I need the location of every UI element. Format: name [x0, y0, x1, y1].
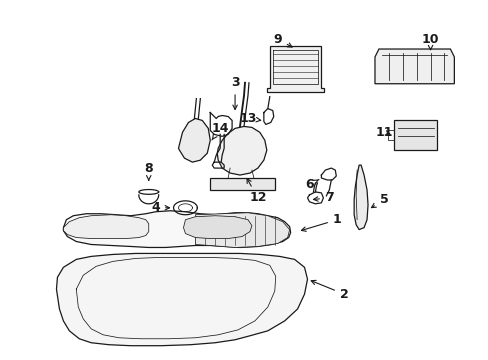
Text: 13: 13 [239, 112, 260, 125]
Text: 11: 11 [374, 126, 392, 139]
Polygon shape [183, 216, 251, 239]
Polygon shape [210, 178, 274, 190]
Text: 4: 4 [151, 201, 169, 214]
Text: 10: 10 [421, 33, 438, 50]
Polygon shape [266, 46, 324, 92]
Text: 7: 7 [313, 192, 333, 204]
Polygon shape [195, 213, 289, 247]
Polygon shape [353, 165, 367, 230]
Polygon shape [178, 118, 210, 162]
Polygon shape [63, 215, 148, 239]
Text: 1: 1 [301, 213, 341, 231]
Text: 8: 8 [144, 162, 153, 180]
Text: 3: 3 [230, 76, 239, 109]
Polygon shape [374, 49, 453, 84]
Text: 5: 5 [371, 193, 387, 208]
Text: 2: 2 [310, 280, 348, 301]
Text: 14: 14 [211, 122, 228, 140]
Text: 6: 6 [305, 179, 318, 192]
Text: 12: 12 [246, 179, 266, 204]
Polygon shape [217, 126, 266, 175]
Text: 9: 9 [273, 33, 291, 47]
Polygon shape [56, 253, 307, 346]
Polygon shape [393, 121, 437, 150]
Polygon shape [63, 211, 290, 247]
